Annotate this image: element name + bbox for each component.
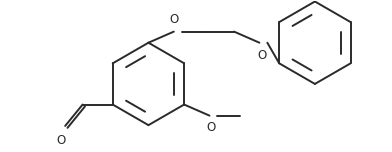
Text: O: O — [169, 13, 178, 26]
Text: O: O — [56, 134, 66, 147]
Text: O: O — [257, 49, 267, 62]
Text: O: O — [207, 121, 216, 134]
